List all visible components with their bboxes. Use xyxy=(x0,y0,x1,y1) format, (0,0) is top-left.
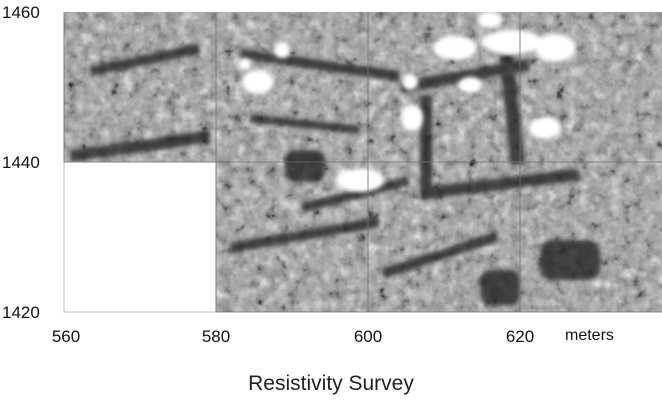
x-tick-label-620: 620 xyxy=(505,327,535,346)
y-tick-label-1440: 1440 xyxy=(2,153,40,172)
grid-lines xyxy=(63,12,662,313)
figure-caption: Resistivity Survey xyxy=(248,372,414,395)
unsurveyed-grid xyxy=(63,161,217,313)
x-tick-label-560: 560 xyxy=(51,327,81,346)
y-tick-label-1460: 1460 xyxy=(2,3,40,22)
x-tick-label-580: 580 xyxy=(201,327,231,346)
x-axis-unit-label: meters xyxy=(565,327,614,344)
x-tick-label-600: 600 xyxy=(353,327,383,346)
y-tick-label-1420: 1420 xyxy=(2,303,40,322)
